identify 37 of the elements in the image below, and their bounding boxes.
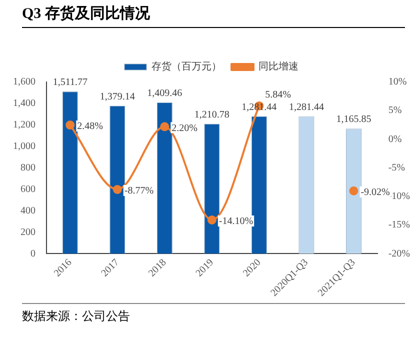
y2-tick-label: -10% [388, 191, 410, 202]
data-label: 1,165.85 [336, 114, 372, 126]
data-label: 1,379.14 [100, 91, 135, 102]
point [66, 120, 75, 130]
y2-tick-label: -15% [388, 220, 410, 231]
data-label: -8.77% [124, 186, 154, 197]
y-tick-label: 400 [20, 205, 36, 216]
y-tick-label: 0 [30, 248, 36, 260]
data-label: 1,281.44 [288, 102, 324, 113]
data-label: 5.84% [265, 89, 292, 100]
y-tick-label: 800 [20, 162, 36, 174]
y-tick-label: 1,000 [13, 141, 36, 152]
y-tick-label: 1,400 [13, 98, 36, 110]
y2-tick-label: -5% [388, 162, 406, 174]
legend-label: 同比增速 [258, 60, 298, 73]
data-label: 2.48% [77, 121, 103, 132]
data-label: 1,511.77 [52, 77, 88, 88]
point [160, 122, 170, 132]
chart-title: Q3 存货及同比情况 [22, 4, 150, 23]
point [207, 215, 216, 224]
source-note: 数据来源：公司公告 [22, 308, 130, 325]
y2-tick-label: 0% [388, 134, 402, 145]
y2-tick-label: -20% [388, 248, 410, 260]
legend-label: 存货（百万元） [152, 60, 222, 73]
point [112, 184, 122, 194]
y-tick-label: 1,600 [13, 76, 36, 88]
data-label: -14.10% [218, 216, 254, 228]
y-tick-label: 1,200 [13, 120, 36, 131]
y2-tick-label: 5% [388, 105, 402, 116]
data-label: 1,409.46 [147, 88, 182, 100]
y2-tick-label: 10% [388, 76, 407, 88]
y-tick-label: 200 [20, 226, 36, 238]
y-tick-label: 600 [20, 184, 36, 195]
data-label: 2.20% [172, 122, 198, 134]
data-label: 1,210.78 [194, 109, 230, 120]
point [349, 186, 358, 196]
data-label: -9.02% [360, 187, 390, 198]
